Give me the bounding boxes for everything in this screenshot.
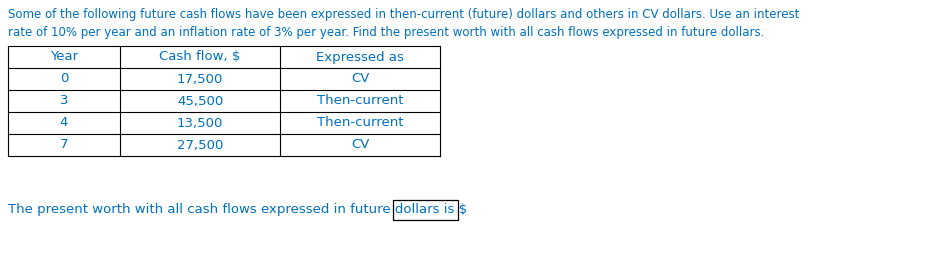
Text: 17,500: 17,500 (177, 73, 223, 86)
Text: 13,500: 13,500 (177, 116, 223, 130)
Text: rate of 10% per year and an inflation rate of 3% per year. Find the present wort: rate of 10% per year and an inflation ra… (8, 26, 764, 39)
Text: 4: 4 (60, 116, 69, 130)
Text: Expressed as: Expressed as (316, 50, 404, 63)
Text: Then-current: Then-current (317, 94, 404, 107)
Text: 3: 3 (60, 94, 69, 107)
Text: Then-current: Then-current (317, 116, 404, 130)
Text: Some of the following future cash flows have been expressed in then-current (fut: Some of the following future cash flows … (8, 8, 800, 21)
Text: 0: 0 (60, 73, 69, 86)
Text: CV: CV (351, 139, 369, 151)
Text: Year: Year (50, 50, 78, 63)
Text: .: . (461, 204, 466, 217)
Text: CV: CV (351, 73, 369, 86)
Text: The present worth with all cash flows expressed in future dollars is $: The present worth with all cash flows ex… (8, 204, 467, 217)
Bar (393, 200, 458, 220)
Text: 45,500: 45,500 (177, 94, 223, 107)
Text: 27,500: 27,500 (177, 139, 223, 151)
Text: Cash flow, $: Cash flow, $ (159, 50, 241, 63)
Text: 7: 7 (60, 139, 69, 151)
